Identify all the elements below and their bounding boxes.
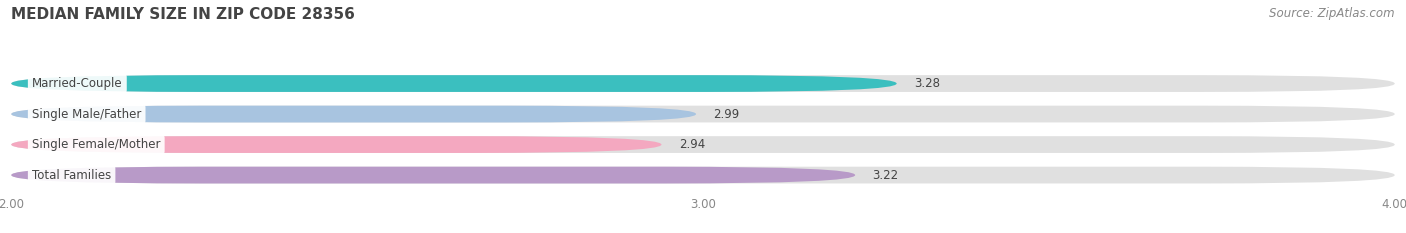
FancyBboxPatch shape xyxy=(11,75,1395,92)
FancyBboxPatch shape xyxy=(11,167,1395,183)
Text: Single Male/Father: Single Male/Father xyxy=(32,108,142,120)
FancyBboxPatch shape xyxy=(11,167,855,183)
FancyBboxPatch shape xyxy=(11,106,1395,123)
Text: 2.99: 2.99 xyxy=(713,108,740,120)
FancyBboxPatch shape xyxy=(11,106,696,123)
Text: Single Female/Mother: Single Female/Mother xyxy=(32,138,160,151)
Text: Married-Couple: Married-Couple xyxy=(32,77,122,90)
Text: 3.28: 3.28 xyxy=(914,77,941,90)
Text: Source: ZipAtlas.com: Source: ZipAtlas.com xyxy=(1270,7,1395,20)
Text: Total Families: Total Families xyxy=(32,169,111,182)
Text: 3.22: 3.22 xyxy=(873,169,898,182)
FancyBboxPatch shape xyxy=(11,136,661,153)
Text: MEDIAN FAMILY SIZE IN ZIP CODE 28356: MEDIAN FAMILY SIZE IN ZIP CODE 28356 xyxy=(11,7,356,22)
FancyBboxPatch shape xyxy=(11,136,1395,153)
FancyBboxPatch shape xyxy=(11,75,897,92)
Text: 2.94: 2.94 xyxy=(679,138,704,151)
